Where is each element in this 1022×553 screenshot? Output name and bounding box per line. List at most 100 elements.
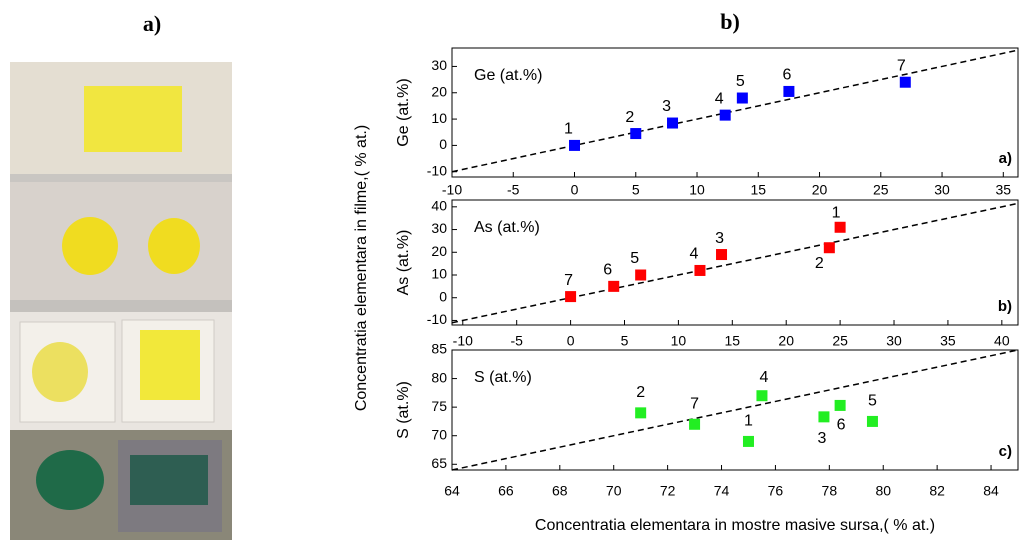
- marker: [667, 117, 679, 129]
- x-tick-label: 10: [689, 182, 705, 198]
- identity-line: [451, 49, 1019, 173]
- x-axis-label: Concentratia elementara in mostre masive…: [535, 517, 935, 534]
- marker: [783, 85, 795, 97]
- x-tick-label: 0: [571, 182, 579, 198]
- y-tick-label: 40: [431, 198, 447, 214]
- x-tick-label: 68: [552, 483, 568, 499]
- x-tick-label: -5: [510, 333, 523, 349]
- x-tick-label: 35: [996, 182, 1012, 198]
- annotation: As (at.%): [474, 219, 540, 236]
- x-tick-label: 5: [632, 182, 640, 198]
- point-label: 5: [736, 73, 745, 90]
- marker: [689, 418, 701, 430]
- y-tick-label: 0: [439, 136, 447, 152]
- x-tick-label: 70: [606, 483, 622, 499]
- y-tick-label: 30: [431, 57, 447, 73]
- identity-line: [451, 349, 1019, 471]
- y-tick-label: -10: [427, 311, 447, 327]
- marker: [866, 415, 878, 427]
- plot-frame: [451, 199, 1019, 326]
- x-tick-label: 5: [621, 333, 629, 349]
- x-tick-label: 0: [567, 333, 575, 349]
- point-label: 5: [868, 393, 877, 410]
- panel-header: b): [720, 9, 740, 34]
- x-tick-label: -10: [453, 333, 473, 349]
- annotation: S (at.%): [474, 369, 532, 386]
- x-tick-label: 74: [714, 483, 730, 499]
- panel-label: a): [999, 150, 1012, 167]
- marker: [742, 435, 754, 447]
- x-tick-label: 20: [812, 182, 828, 198]
- point-label: 6: [782, 67, 791, 84]
- marker: [608, 280, 620, 292]
- x-tick-label: 82: [929, 483, 945, 499]
- y-tick-label: -10: [427, 162, 447, 178]
- y-tick-label: 10: [431, 110, 447, 126]
- x-tick-label: 10: [671, 333, 687, 349]
- x-tick-label: 20: [778, 333, 794, 349]
- point-label: 6: [603, 262, 612, 279]
- point-label: 4: [690, 246, 699, 263]
- x-tick-label: -5: [507, 182, 520, 198]
- point-label: 1: [832, 204, 841, 221]
- point-label: 2: [815, 255, 824, 272]
- x-tick-label: 72: [660, 483, 676, 499]
- panel-label: b): [998, 298, 1012, 315]
- panel-header: a): [143, 11, 161, 36]
- x-tick-label: 84: [983, 483, 999, 499]
- y-tick-label: 20: [431, 243, 447, 259]
- x-tick-label: 40: [994, 333, 1010, 349]
- point-label: 3: [662, 98, 671, 115]
- x-tick-label: 30: [934, 182, 950, 198]
- marker: [694, 264, 706, 276]
- point-label: 1: [744, 413, 753, 430]
- point-label: 7: [897, 57, 906, 74]
- x-tick-label: 30: [886, 333, 902, 349]
- x-tick-label: 76: [768, 483, 784, 499]
- x-tick-label: 66: [498, 483, 514, 499]
- marker: [630, 128, 642, 140]
- y-axis-label: As (at.%): [395, 230, 412, 296]
- y-tick-label: 30: [431, 220, 447, 236]
- y-axis-label: Concentratia elementara in filme,( % at.…: [353, 125, 370, 411]
- point-label: 1: [564, 121, 573, 138]
- marker: [565, 291, 577, 303]
- x-tick-label: -10: [442, 182, 462, 198]
- x-tick-label: 25: [873, 182, 889, 198]
- y-tick-label: 65: [431, 455, 447, 471]
- point-label: 7: [564, 272, 573, 289]
- y-tick-label: 10: [431, 266, 447, 282]
- identity-line: [451, 202, 1019, 324]
- x-tick-label: 35: [940, 333, 956, 349]
- marker: [736, 92, 748, 104]
- point-label: 6: [837, 417, 846, 434]
- marker: [823, 242, 835, 254]
- marker: [834, 399, 846, 411]
- y-axis-label: Ge (at.%): [395, 78, 412, 146]
- y-tick-label: 80: [431, 369, 447, 385]
- x-tick-label: 80: [875, 483, 891, 499]
- point-label: 7: [690, 396, 699, 413]
- y-tick-label: 70: [431, 426, 447, 442]
- marker: [569, 139, 581, 151]
- marker: [818, 411, 830, 423]
- point-label: 3: [817, 430, 826, 447]
- point-label: 3: [715, 230, 724, 247]
- point-label: 4: [715, 90, 724, 107]
- marker: [756, 390, 768, 402]
- y-tick-label: 75: [431, 398, 447, 414]
- x-tick-label: 25: [832, 333, 848, 349]
- plot-frame: [451, 47, 1019, 178]
- point-label: 4: [759, 369, 768, 386]
- point-label: 2: [636, 384, 645, 401]
- marker: [719, 109, 731, 121]
- y-tick-label: 0: [439, 288, 447, 304]
- point-label: 2: [625, 109, 634, 126]
- x-tick-label: 15: [750, 182, 766, 198]
- marker: [899, 76, 911, 88]
- x-tick-label: 78: [822, 483, 838, 499]
- annotation: Ge (at.%): [474, 67, 542, 84]
- marker: [635, 407, 647, 419]
- photo: [10, 62, 232, 540]
